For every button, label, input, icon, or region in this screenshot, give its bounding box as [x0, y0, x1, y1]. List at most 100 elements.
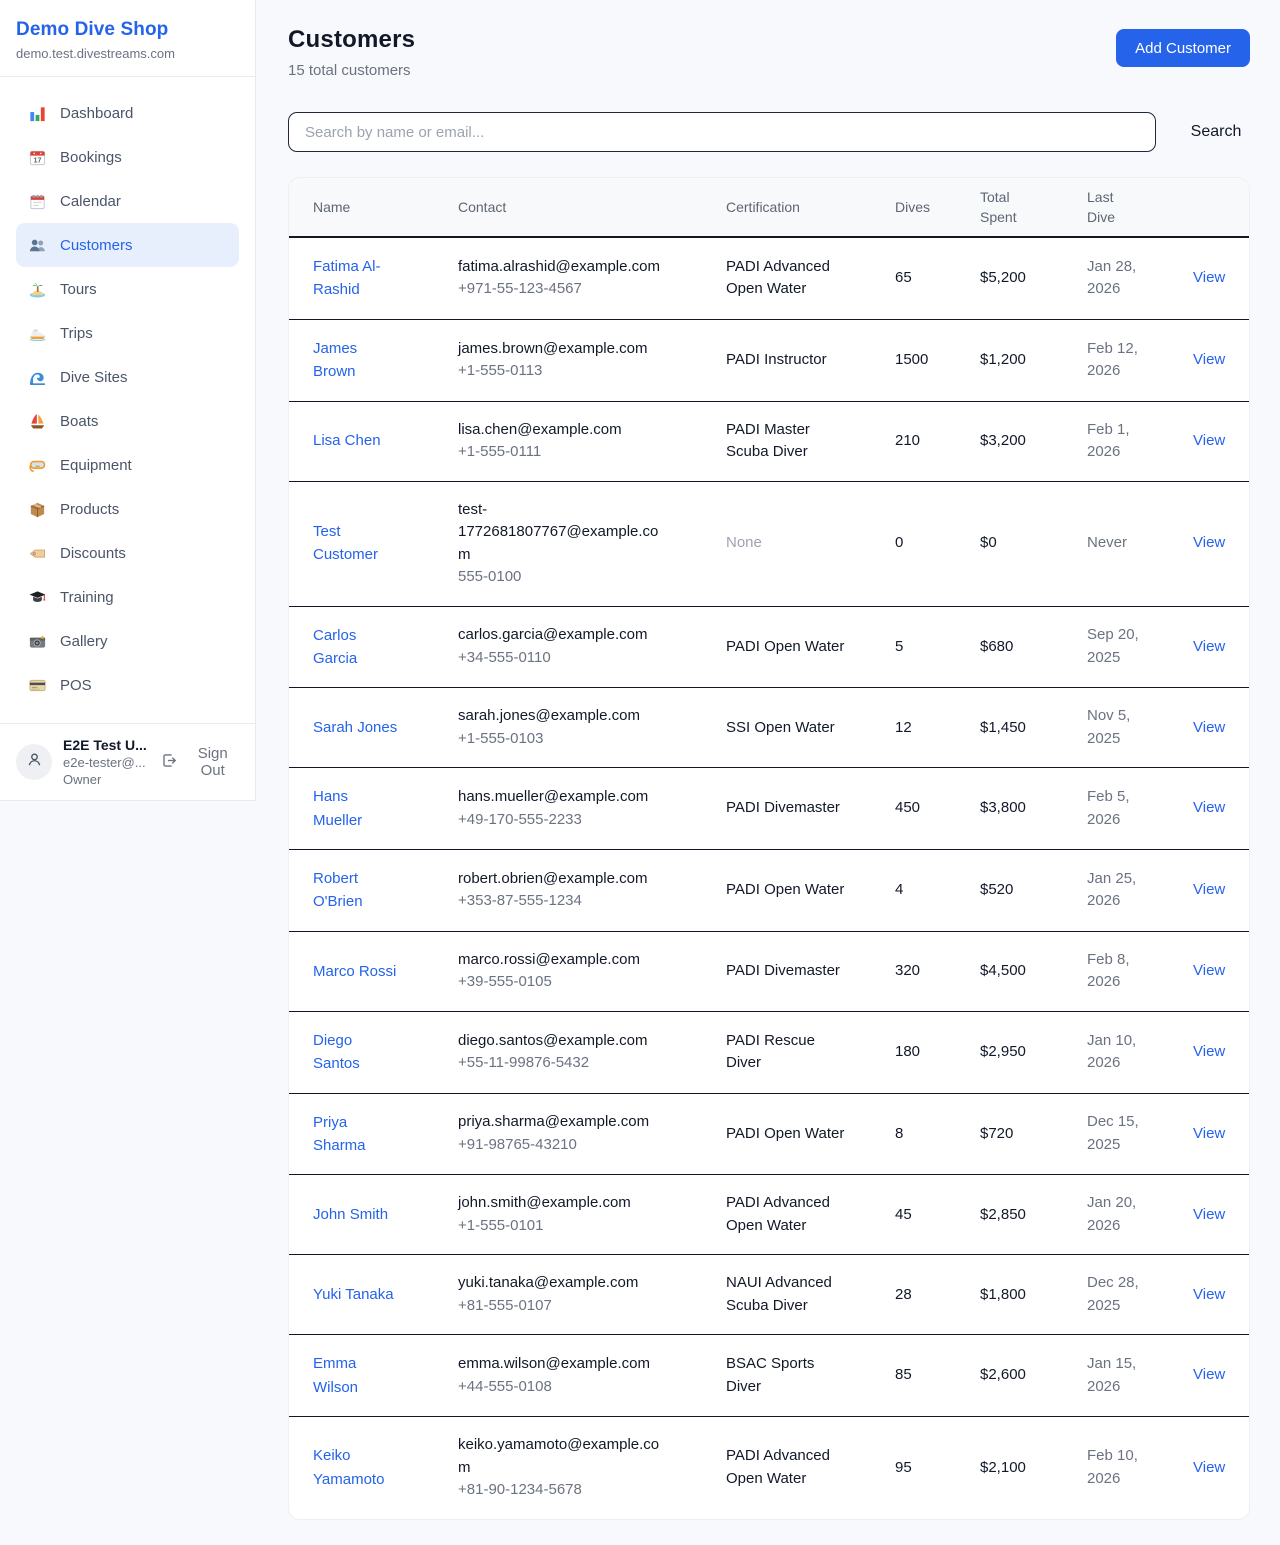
customer-last-dive: Jan 28, 2026 — [1087, 257, 1137, 298]
customer-contact-cell: robert.obrien@example.com +353-87-555-123… — [458, 868, 726, 913]
customer-name-link[interactable]: Test Customer — [313, 523, 379, 564]
package-icon — [28, 500, 47, 519]
view-link[interactable]: View — [1193, 1124, 1226, 1142]
wave-icon — [28, 368, 47, 387]
view-link[interactable]: View — [1193, 1366, 1226, 1384]
sidebar-item-dashboard[interactable]: Dashboard — [16, 91, 239, 135]
customer-name-link[interactable]: Emma Wilson — [313, 1355, 359, 1396]
customer-last-dive-cell: Jan 25, 2026 — [1087, 868, 1193, 913]
customer-actions-cell: View — [1193, 797, 1235, 820]
customer-certification: NAUI Advanced Scuba Diver — [726, 1274, 832, 1314]
customer-name-link[interactable]: Fatima Al-Rashid — [313, 258, 381, 299]
customer-certification: PADI Rescue Diver — [726, 1031, 815, 1072]
customer-phone: +34-555-0110 — [458, 648, 551, 666]
view-link[interactable]: View — [1193, 1205, 1226, 1223]
customer-certification: PADI Divemaster — [726, 799, 840, 817]
sidebar-item-label: Dive Sites — [60, 368, 128, 386]
customer-last-dive-cell: Jan 20, 2026 — [1087, 1192, 1193, 1237]
customer-phone: +353-87-555-1234 — [458, 892, 582, 910]
view-link[interactable]: View — [1193, 269, 1226, 287]
view-link[interactable]: View — [1193, 637, 1226, 655]
table-row: Priya Sharma priya.sharma@example.com +91-… — [289, 1092, 1249, 1175]
view-link[interactable]: View — [1193, 534, 1226, 552]
main-content: Customers 15 total customers Add Custome… — [256, 0, 1280, 1545]
customer-name-link[interactable]: John Smith — [313, 1206, 389, 1223]
view-link[interactable]: View — [1193, 1285, 1226, 1303]
customer-email: john.smith@example.com — [458, 1194, 631, 1212]
sidebar-item-label: Customers — [60, 236, 133, 254]
customer-dives: 28 — [895, 1285, 912, 1303]
customer-certification: PADI Open Water — [726, 637, 845, 655]
view-link[interactable]: View — [1193, 350, 1226, 368]
calendar-date-icon: 17 — [28, 148, 47, 167]
sidebar-item-customers[interactable]: Customers — [16, 223, 239, 267]
table-row: Test Customer test-1772681807767@example.… — [289, 480, 1249, 606]
sidebar-item-boats[interactable]: Boats — [16, 399, 239, 443]
customer-name-link[interactable]: Carlos Garcia — [313, 626, 358, 667]
user-email: e2e-tester@... — [63, 755, 146, 770]
sidebar-item-training[interactable]: Training — [16, 575, 239, 619]
add-customer-button[interactable]: Add Customer — [1116, 29, 1250, 67]
customer-actions-cell: View — [1193, 430, 1235, 453]
customer-dives: 0 — [895, 534, 904, 552]
view-link[interactable]: View — [1193, 962, 1226, 979]
customer-name-link[interactable]: Marco Rossi — [313, 962, 397, 980]
customer-contact-cell: lisa.chen@example.com +1-555-0111 — [458, 419, 726, 464]
customer-name-link[interactable]: Lisa Chen — [313, 432, 381, 450]
sidebar-item-tours[interactable]: Tours — [16, 267, 239, 311]
view-link[interactable]: View — [1193, 1458, 1226, 1476]
customers-table: Name Contact Certification Dives Total Spent… — [288, 177, 1250, 1520]
sign-out-button[interactable]: Sign Out — [161, 745, 239, 779]
customer-name-link[interactable]: Diego Santos — [313, 1031, 360, 1072]
customer-last-dive: Feb 8, 2026 — [1087, 950, 1130, 991]
customer-last-dive: Never — [1087, 534, 1128, 552]
sidebar-item-gallery[interactable]: Gallery — [16, 619, 239, 663]
view-link[interactable]: View — [1193, 431, 1226, 449]
customer-name-cell: Test Customer — [313, 520, 458, 567]
customer-phone: +49-170-555-2233 — [458, 810, 582, 828]
sidebar-item-trips[interactable]: Trips — [16, 311, 239, 355]
customer-actions-cell: View — [1193, 1284, 1235, 1307]
column-header-name: Name — [313, 198, 351, 215]
view-link[interactable]: View — [1193, 1042, 1226, 1060]
sidebar-item-equipment[interactable]: Equipment — [16, 443, 239, 487]
sidebar-item-products[interactable]: Products — [16, 487, 239, 531]
customer-name-link[interactable]: Robert O'Brien — [313, 870, 363, 911]
customer-certification-cell: PADI Advanced Open Water — [726, 1192, 895, 1237]
customer-email: lisa.chen@example.com — [458, 420, 622, 438]
customer-certification: PADI Master Scuba Diver — [726, 420, 810, 461]
view-link[interactable]: View — [1193, 799, 1226, 817]
customer-name-cell: Lisa Chen — [313, 429, 458, 453]
sidebar-item-dive-sites[interactable]: Dive Sites — [16, 355, 239, 399]
customer-name-link[interactable]: Sarah Jones — [313, 719, 398, 736]
customer-name-cell: Carlos Garcia — [313, 624, 458, 671]
customer-certification: BSAC Sports Diver — [726, 1355, 815, 1395]
customer-phone: +55-11-99876-5432 — [458, 1054, 590, 1072]
customer-name-link[interactable]: Priya Sharma — [313, 1113, 366, 1154]
customer-dives: 5 — [895, 637, 904, 655]
sidebar-item-bookings[interactable]: 17 Bookings — [16, 135, 239, 179]
customer-last-dive-cell: Nov 5, 2025 — [1087, 705, 1193, 750]
customer-phone: +81-555-0107 — [458, 1296, 552, 1314]
customer-name-link[interactable]: James Brown — [313, 339, 358, 380]
customer-total-spent: $4,500 — [980, 962, 1026, 979]
search-button[interactable]: Search — [1182, 123, 1250, 141]
sidebar-item-pos[interactable]: POS — [16, 663, 239, 707]
sidebar-item-label: POS — [60, 676, 92, 694]
table-row: Hans Mueller hans.mueller@example.com +49-… — [289, 767, 1249, 849]
customer-name-link[interactable]: Hans Mueller — [313, 788, 363, 829]
search-row: Search — [288, 112, 1250, 152]
customer-name-link[interactable]: Yuki Tanaka — [313, 1286, 394, 1303]
sidebar-nav: Dashboard 17 Bookings Calendar Customers Tour… — [0, 77, 255, 723]
customer-email: emma.wilson@example.com — [458, 1355, 650, 1373]
logout-icon — [161, 752, 178, 773]
customer-actions-cell: View — [1193, 717, 1235, 740]
customer-dives: 210 — [895, 431, 921, 449]
sidebar-item-discounts[interactable]: Discounts — [16, 531, 239, 575]
customer-name-link[interactable]: Keiko Yamamoto — [313, 1447, 385, 1488]
view-link[interactable]: View — [1193, 718, 1226, 736]
view-link[interactable]: View — [1193, 881, 1226, 899]
sidebar-item-calendar[interactable]: Calendar — [16, 179, 239, 223]
customer-certification-cell: SSI Open Water — [726, 717, 895, 740]
search-input[interactable] — [288, 112, 1156, 152]
